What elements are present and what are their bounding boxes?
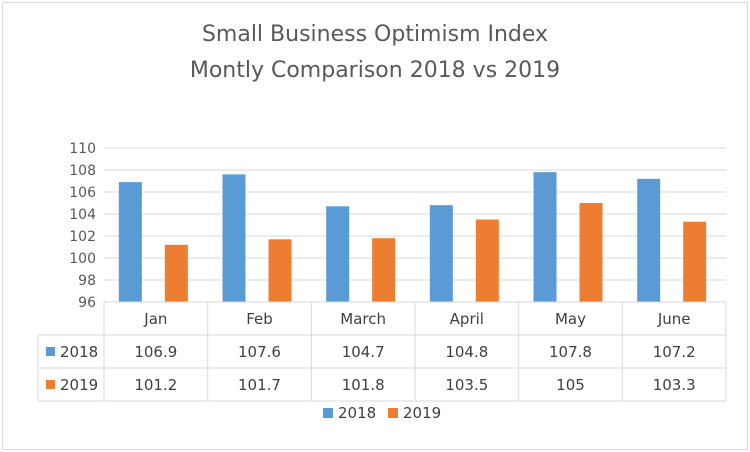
x-tick-label: Feb — [246, 310, 273, 328]
table-value: 104.7 — [342, 343, 385, 361]
x-tick-label: March — [340, 310, 386, 328]
y-tick-label: 98 — [78, 273, 96, 289]
table-value: 101.8 — [342, 376, 385, 394]
y-tick-label: 110 — [69, 141, 96, 157]
chart-subtitle: Montly Comparison 2018 vs 2019 — [189, 58, 561, 83]
x-tick-label: Jan — [143, 310, 167, 328]
bar-2018-jan — [118, 182, 142, 302]
x-tick-label: June — [657, 310, 691, 328]
bar-2018-march — [326, 206, 350, 302]
y-tick-label: 102 — [69, 229, 96, 245]
legend-label: 2019 — [403, 404, 441, 422]
y-tick-label: 106 — [69, 185, 96, 201]
bar-2018-feb — [222, 174, 246, 302]
table-value: 101.2 — [134, 376, 177, 394]
y-tick-label: 96 — [78, 295, 96, 311]
bar-2019-may — [579, 203, 603, 302]
legend-label: 2018 — [338, 404, 376, 422]
bar-2019-march — [372, 238, 396, 302]
legend-key-2018 — [323, 408, 333, 418]
table-value: 107.8 — [549, 343, 592, 361]
table-series-label: 2019 — [60, 376, 98, 394]
table-value: 101.7 — [238, 376, 281, 394]
bar-2019-feb — [268, 239, 292, 302]
bar-2018-may — [533, 172, 557, 302]
bar-2018-june — [637, 178, 661, 302]
y-tick-label: 100 — [69, 251, 96, 267]
table-value: 107.2 — [653, 343, 696, 361]
table-legend-key-2018 — [46, 347, 55, 356]
x-tick-label: April — [450, 310, 484, 328]
table-value: 103.3 — [653, 376, 696, 394]
y-tick-label: 108 — [69, 163, 96, 179]
bar-2019-june — [683, 221, 707, 302]
table-series-label: 2018 — [60, 343, 98, 361]
x-tick-label: May — [555, 310, 586, 328]
table-value: 104.8 — [445, 343, 488, 361]
bar-2018-april — [429, 205, 453, 302]
bar-2019-jan — [164, 244, 188, 302]
bar-2019-april — [475, 219, 499, 302]
table-value: 103.5 — [445, 376, 488, 394]
table-value: 105 — [556, 376, 585, 394]
chart-title: Small Business Optimism Index — [201, 22, 549, 47]
legend-key-2019 — [388, 408, 398, 418]
table-value: 106.9 — [134, 343, 177, 361]
table-value: 107.6 — [238, 343, 281, 361]
y-tick-label: 104 — [69, 207, 96, 223]
table-legend-key-2019 — [46, 380, 55, 389]
